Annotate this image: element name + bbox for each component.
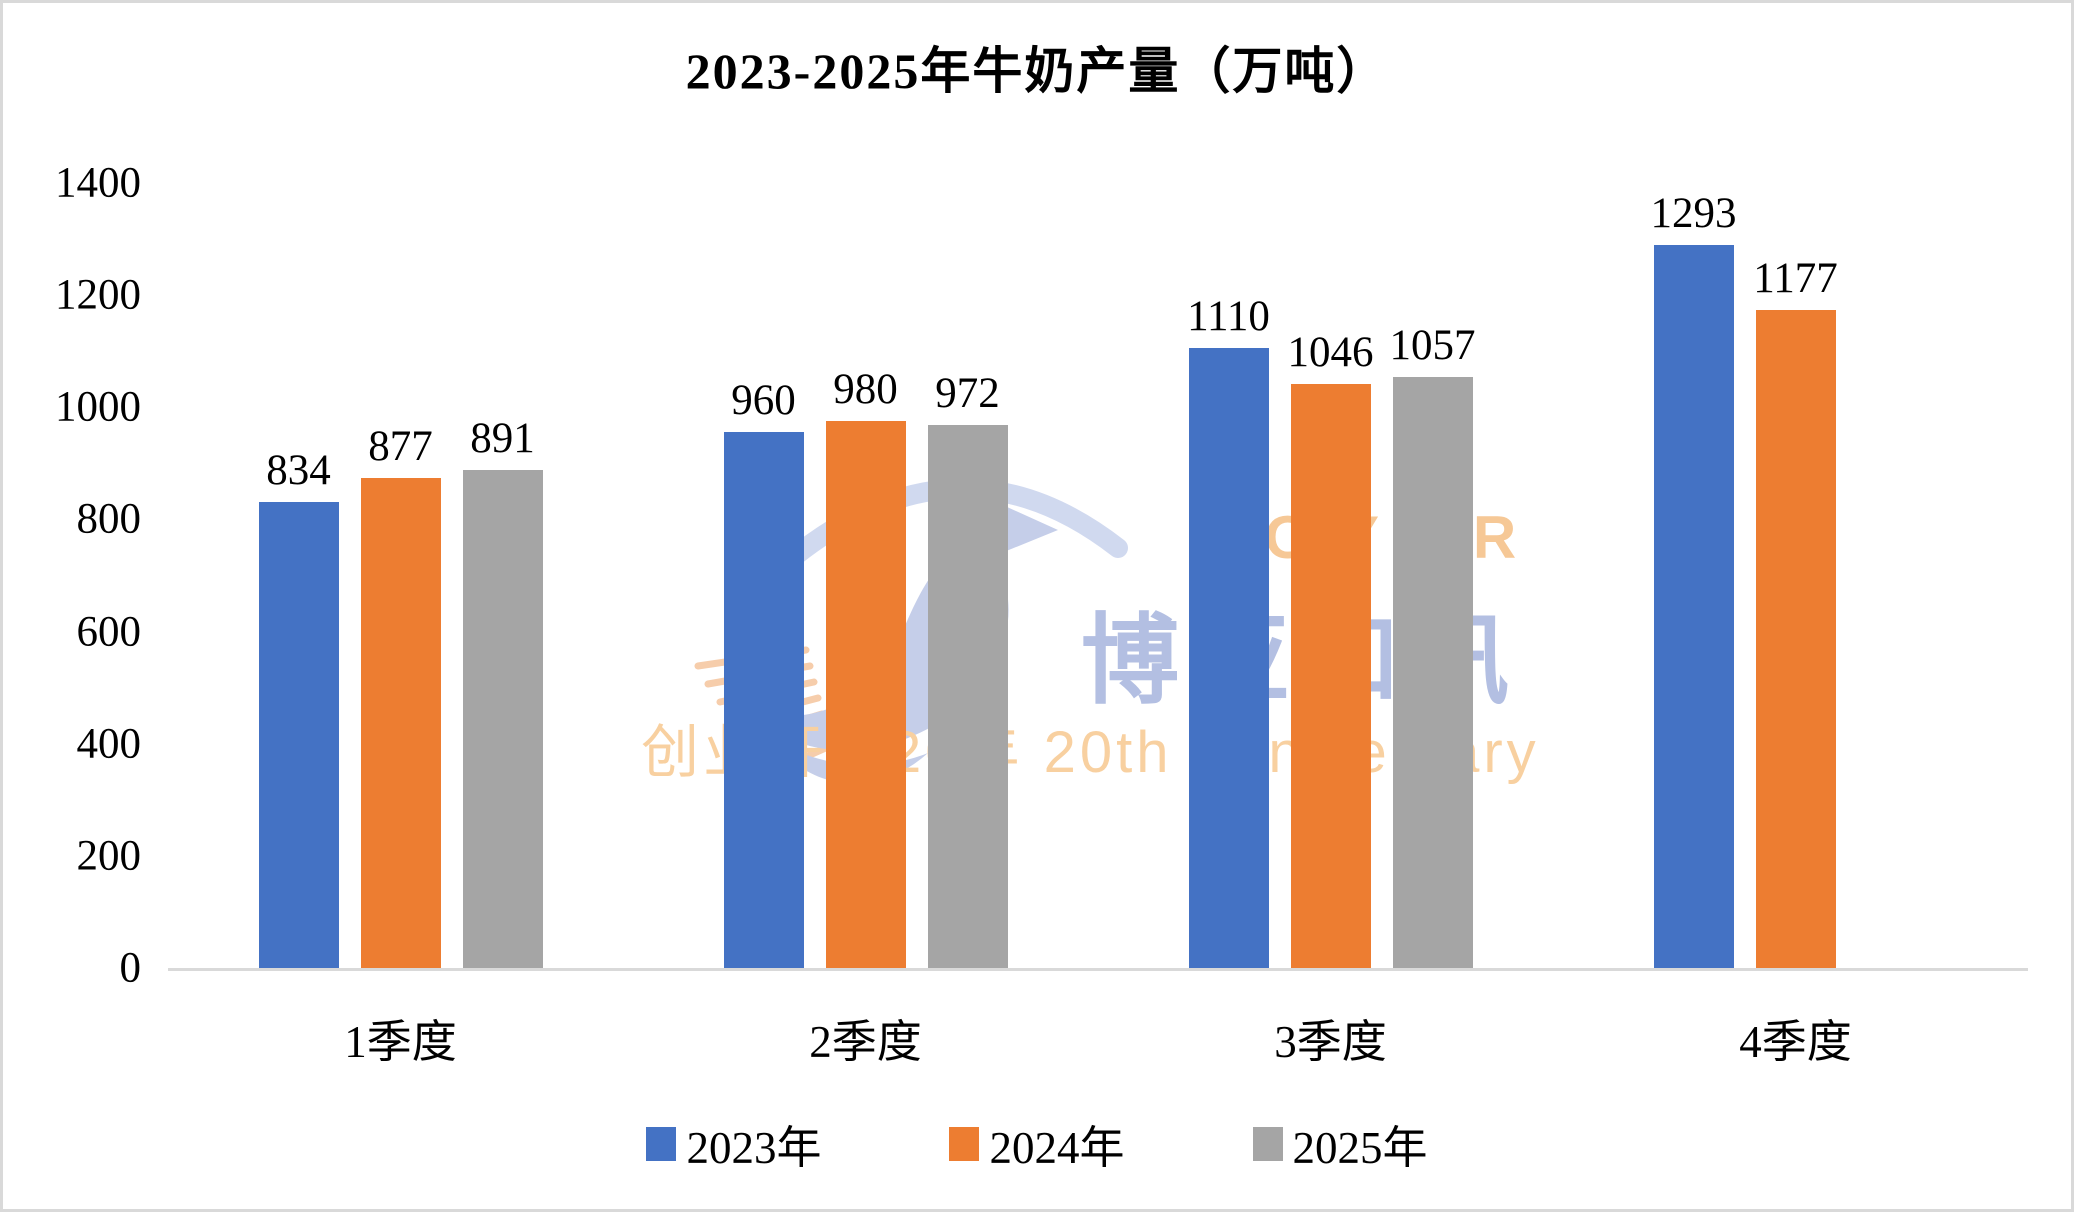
bar: 1046 bbox=[1288, 331, 1374, 970]
y-tick-label: 800 bbox=[76, 495, 142, 543]
x-category-label: 4季度 bbox=[1739, 1017, 1852, 1067]
bar: 1177 bbox=[1753, 257, 1838, 970]
legend-swatch-icon bbox=[1252, 1126, 1283, 1161]
bar: 877 bbox=[360, 425, 441, 970]
bar-value-label: 1057 bbox=[1389, 322, 1476, 370]
x-category-label: 1季度 bbox=[344, 1017, 457, 1067]
bar-value-label: 972 bbox=[935, 370, 1000, 417]
bar: 960 bbox=[723, 379, 804, 970]
bar-value-label: 1046 bbox=[1287, 328, 1374, 376]
bar: 972 bbox=[927, 372, 1008, 970]
legend-item: 2023年 bbox=[646, 1111, 821, 1176]
bar: 1057 bbox=[1390, 324, 1476, 970]
bar-group: 1110 1046 1057 bbox=[1098, 183, 1563, 970]
bar-value-label: 960 bbox=[731, 376, 796, 424]
bar-value-label: 980 bbox=[833, 365, 898, 413]
bar-value-label: 891 bbox=[470, 415, 535, 463]
y-tick-label: 200 bbox=[76, 832, 142, 880]
legend-label: 2023年 bbox=[686, 1123, 822, 1173]
x-axis-labels: 1季度 2季度 3季度 4季度 bbox=[168, 1005, 2028, 1070]
legend-swatch-icon bbox=[646, 1126, 677, 1161]
bar-value-label: 877 bbox=[368, 423, 433, 471]
legend-item: 2024年 bbox=[949, 1111, 1125, 1176]
chart-title: 2023-2025年牛奶产量（万吨） bbox=[685, 43, 1389, 99]
bar-value-label: 1177 bbox=[1753, 255, 1838, 303]
y-tick-label: 1200 bbox=[55, 271, 141, 319]
legend-label: 2025年 bbox=[1292, 1123, 1428, 1173]
bar: 1293 bbox=[1651, 192, 1737, 970]
legend-swatch-icon bbox=[949, 1126, 980, 1161]
y-tick-label: 1400 bbox=[55, 159, 141, 207]
x-category-label: 2季度 bbox=[809, 1017, 922, 1067]
bar-value-label: 1293 bbox=[1650, 190, 1737, 237]
x-axis-line bbox=[168, 968, 2028, 971]
bar-value-label: 834 bbox=[266, 447, 331, 495]
bar: 1110 bbox=[1187, 295, 1270, 970]
bar: 834 bbox=[258, 449, 339, 970]
plot-area: 834 877 891 960 980 972 1110 1046 1057 1293 1177 bbox=[168, 183, 2028, 970]
x-category-label: 3季度 bbox=[1274, 1017, 1387, 1067]
bar-group: 1293 1177 bbox=[1563, 183, 2028, 970]
y-tick-label: 0 bbox=[119, 944, 142, 992]
y-tick-label: 600 bbox=[76, 608, 142, 656]
legend-item: 2025年 bbox=[1252, 1111, 1428, 1176]
legend-label: 2024年 bbox=[989, 1123, 1125, 1173]
bar: 980 bbox=[825, 368, 906, 970]
bar-group: 834 877 891 bbox=[168, 183, 633, 970]
bar: 891 bbox=[462, 417, 543, 970]
y-tick-label: 1000 bbox=[55, 383, 141, 431]
bar-group: 960 980 972 bbox=[633, 183, 1098, 970]
legend: 2023年 2024年 2025年 bbox=[3, 1111, 2071, 1176]
y-tick-label: 400 bbox=[76, 720, 142, 768]
bar-value-label: 1110 bbox=[1187, 292, 1270, 340]
